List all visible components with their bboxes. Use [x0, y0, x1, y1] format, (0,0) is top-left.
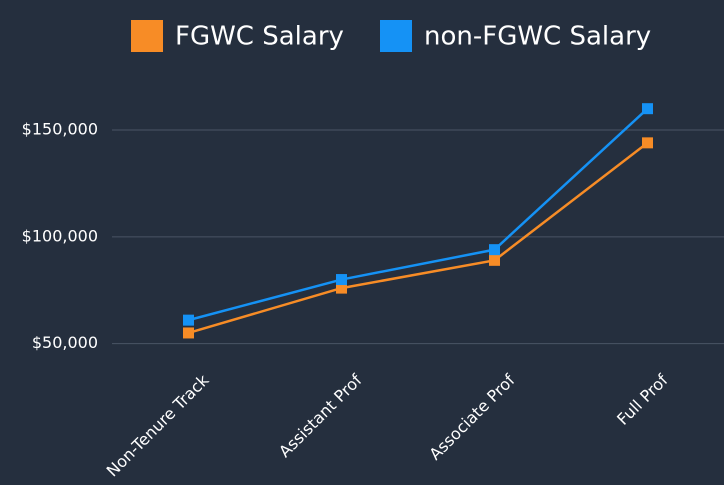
point [642, 103, 653, 115]
legend-label: FGWC Salary [175, 22, 344, 52]
legend-label: non-FGWC Salary [424, 22, 651, 52]
y-tick-label: $50,000 [32, 333, 98, 352]
y-tick-label: $100,000 [22, 226, 98, 245]
series-line [188, 107, 649, 322]
point [336, 282, 347, 294]
legend-swatch [380, 20, 412, 52]
y-tick-label: $150,000 [22, 120, 98, 139]
point [183, 327, 194, 339]
point [183, 314, 194, 326]
series-line [188, 141, 649, 335]
legend-swatch [131, 20, 163, 52]
point [642, 137, 653, 149]
point [336, 274, 347, 286]
point [489, 254, 500, 266]
point [489, 244, 500, 256]
